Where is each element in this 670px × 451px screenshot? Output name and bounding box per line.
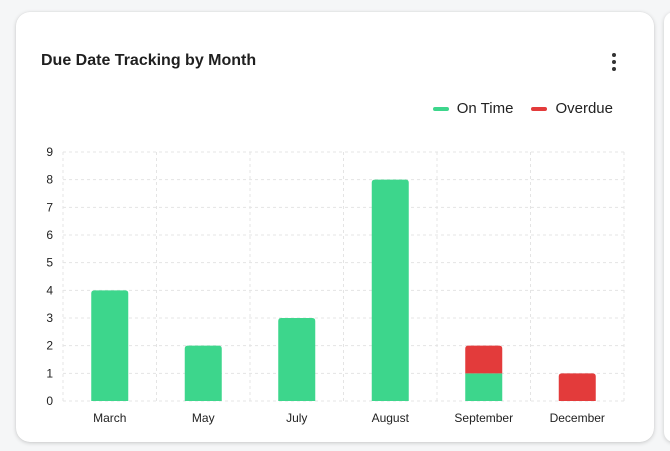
x-tick-label: August	[372, 411, 410, 425]
chart-legend: On Time Overdue	[432, 100, 613, 117]
bar-overdue	[465, 345, 503, 374]
y-tick-label: 9	[46, 145, 53, 159]
more-vertical-icon[interactable]	[606, 50, 622, 74]
y-tick-label: 6	[46, 228, 53, 242]
menu-dot	[612, 53, 616, 57]
x-tick-label: March	[93, 411, 126, 425]
bar-on-time	[184, 345, 222, 401]
menu-dot	[612, 67, 616, 71]
legend-swatch-overdue	[531, 106, 548, 111]
bar-on-time	[91, 290, 129, 401]
x-tick-label: July	[286, 411, 307, 425]
legend-label-overdue: Overdue	[555, 100, 613, 117]
y-tick-label: 7	[46, 200, 53, 214]
y-tick-label: 3	[46, 311, 53, 325]
y-tick-label: 5	[46, 256, 53, 270]
bar-overdue	[558, 373, 596, 401]
y-tick-label: 2	[46, 339, 53, 353]
legend-label-on-time: On Time	[456, 100, 514, 117]
legend-item-overdue[interactable]: Overdue	[531, 100, 613, 117]
y-tick-label: 1	[46, 366, 53, 380]
y-tick-label: 4	[46, 283, 53, 297]
legend-item-on-time[interactable]: On Time	[432, 100, 514, 117]
menu-dot	[612, 60, 616, 64]
x-tick-label: December	[550, 411, 605, 425]
legend-swatch-on-time	[432, 106, 449, 111]
adjacent-card-edge	[664, 12, 670, 442]
bar-on-time	[465, 373, 503, 401]
y-tick-label: 8	[46, 173, 53, 187]
x-tick-label: September	[454, 411, 513, 425]
card-title: Due Date Tracking by Month	[41, 52, 257, 69]
x-tick-label: May	[192, 411, 215, 425]
bar-on-time	[278, 318, 316, 401]
bar-on-time	[371, 179, 409, 401]
y-tick-label: 0	[46, 394, 53, 408]
